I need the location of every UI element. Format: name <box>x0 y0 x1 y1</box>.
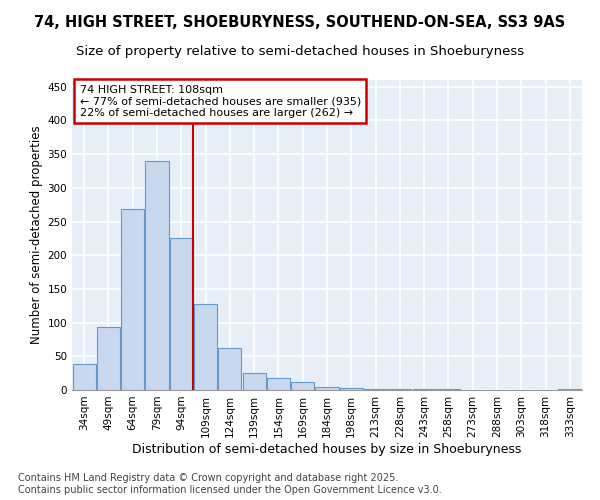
Text: Contains HM Land Registry data © Crown copyright and database right 2025.
Contai: Contains HM Land Registry data © Crown c… <box>18 474 442 495</box>
Bar <box>559 388 581 390</box>
X-axis label: Distribution of semi-detached houses by size in Shoeburyness: Distribution of semi-detached houses by … <box>133 442 521 456</box>
Text: Size of property relative to semi-detached houses in Shoeburyness: Size of property relative to semi-detach… <box>76 45 524 58</box>
Bar <box>97 328 120 390</box>
Bar <box>267 378 290 390</box>
Text: 74 HIGH STREET: 108sqm
← 77% of semi-detached houses are smaller (935)
22% of se: 74 HIGH STREET: 108sqm ← 77% of semi-det… <box>80 84 361 118</box>
Bar <box>340 388 363 390</box>
Bar <box>121 210 144 390</box>
Bar <box>170 238 193 390</box>
Bar <box>145 161 169 390</box>
Y-axis label: Number of semi-detached properties: Number of semi-detached properties <box>30 126 43 344</box>
Bar <box>218 348 241 390</box>
Bar <box>73 364 95 390</box>
Bar <box>194 304 217 390</box>
Bar <box>364 388 387 390</box>
Bar <box>242 373 266 390</box>
Bar <box>291 382 314 390</box>
Bar <box>316 386 338 390</box>
Text: 74, HIGH STREET, SHOEBURYNESS, SOUTHEND-ON-SEA, SS3 9AS: 74, HIGH STREET, SHOEBURYNESS, SOUTHEND-… <box>34 15 566 30</box>
